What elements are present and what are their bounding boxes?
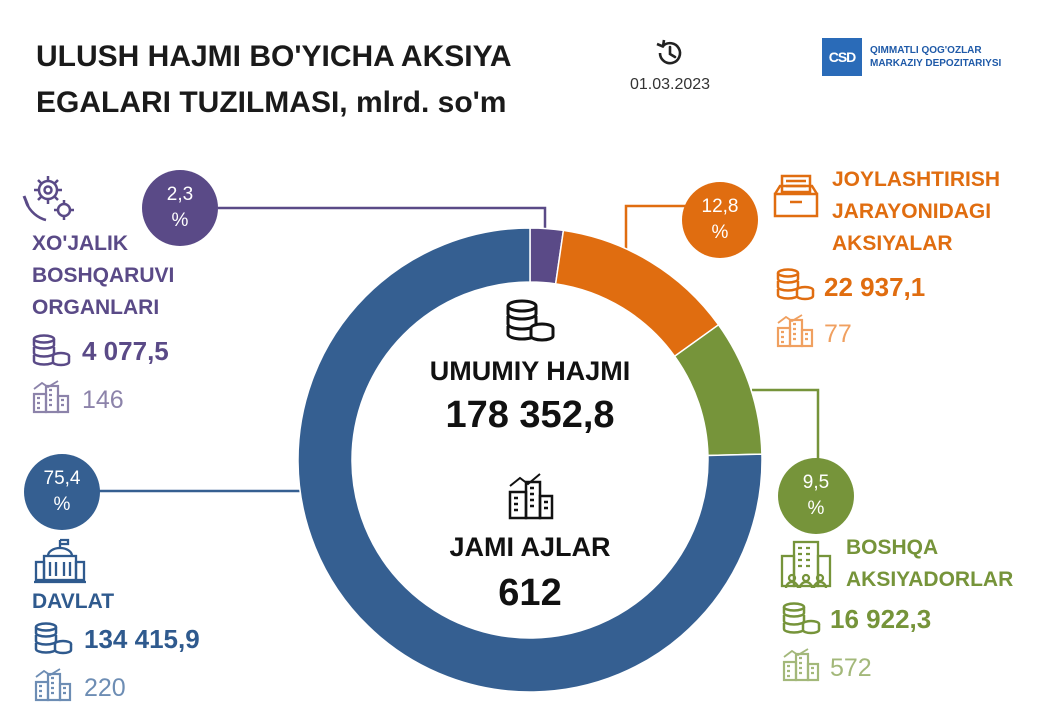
label-joylashtirish-line-3: AKSIYALAR (832, 232, 953, 255)
value-davlat: 134 415,9 (84, 624, 200, 654)
logo-text: QIMMATLI QOG'OZLAR MARKAZIY DEPOZITARIYS… (870, 44, 1001, 70)
pct-badge-boshqa: 9,5 % (778, 458, 854, 534)
title-line-2: EGALARI TUZILMASI, mlrd. so'm (36, 86, 507, 119)
gears-icon (22, 176, 74, 222)
label-boshqa-line-1: BOSHQA (846, 536, 939, 559)
pct-badge-davlat: 75,4 % (24, 454, 100, 530)
center-coins-icon (506, 299, 555, 342)
leader-lines (98, 204, 820, 493)
pct-value-joylashtirish: 12,8 (701, 196, 739, 217)
label-davlat: DAVLAT (32, 586, 114, 618)
center-buildings-icon (508, 473, 554, 520)
value-hojalik: 4 077,5 (82, 336, 169, 366)
total-value: 178 352,8 (445, 394, 615, 436)
government-building-icon (34, 538, 86, 584)
title-line-1: ULUSH HAJMI BO'YICHA AKSIYA (36, 40, 512, 73)
slice-davlat (297, 227, 763, 693)
value-boshqa: 16 922,3 (830, 604, 932, 634)
count-label: JAMI AJLAR (449, 532, 611, 562)
count-hojalik: 146 (82, 386, 124, 414)
pct-sign-boshqa: % (807, 498, 825, 519)
buildings-small-icon (32, 380, 70, 414)
office-building-icon (780, 540, 832, 589)
logo-line-1: QIMMATLI QOG'OZLAR (870, 45, 982, 56)
csd-logo: CSD QIMMATLI QOG'OZLAR MARKAZIY DEPOZITA… (822, 38, 1022, 78)
label-joylashtirish-line-1: JOYLASHTIRISH (832, 168, 1001, 191)
archive-box-icon (773, 174, 819, 218)
label-joylashtirish-line-2: JARAYONIDAGI (832, 200, 992, 223)
coins-icon-blue (34, 622, 73, 655)
coins-icon-green (782, 602, 821, 635)
logo-line-2: MARKAZIY DEPOZITARIYSI (870, 58, 1002, 69)
buildings-small-icon-orange (776, 314, 814, 348)
coins-icon-orange (776, 268, 815, 301)
slice-joylashtirish (554, 229, 720, 358)
page-title: ULUSH HAJMI BO'YICHA AKSIYA EGALARI TUZI… (36, 34, 596, 126)
label-joylashtirish: JOYLASHTIRISH JARAYONIDAGI AKSIYALAR (832, 164, 1000, 260)
pct-sign-hojalik: % (171, 210, 189, 231)
label-hojalik: XO'JALIK BOSHQARUVI ORGANLARI (32, 228, 174, 324)
label-boshqa: BOSHQA AKSIYADORLAR (846, 532, 1013, 596)
total-label: UMUMIY HAJMI (429, 356, 631, 386)
buildings-small-icon-blue (34, 668, 72, 702)
count-boshqa: 572 (830, 654, 872, 682)
report-date: 01.03.2023 (629, 76, 711, 93)
label-hojalik-line-2: BOSHQARUVI (32, 264, 175, 287)
count-davlat: 220 (84, 674, 126, 702)
pct-badge-joylashtirish: 12,8 % (682, 182, 758, 258)
value-joylashtirish: 22 937,1 (824, 272, 926, 302)
coins-icon (32, 334, 71, 367)
pct-badge-hojalik: 2,3 % (142, 170, 218, 246)
logo-mark: CSD (822, 38, 862, 76)
pct-value-hojalik: 2,3 (166, 184, 194, 205)
donut-slices (297, 227, 763, 693)
pct-sign-davlat: % (53, 494, 71, 515)
history-icon (656, 39, 682, 65)
label-boshqa-line-2: AKSIYADORLAR (846, 568, 1014, 591)
count-value: 612 (498, 572, 562, 614)
pct-value-davlat: 75,4 (43, 468, 81, 489)
date-block: 01.03.2023 (610, 36, 730, 94)
count-joylashtirish: 77 (824, 320, 852, 348)
leader-line-joylashtirish (624, 204, 690, 250)
leader-line-hojalik (218, 206, 547, 230)
pct-value-boshqa: 9,5 (802, 472, 830, 493)
label-hojalik-line-1: XO'JALIK (32, 232, 129, 255)
buildings-small-icon-green (782, 648, 820, 682)
label-hojalik-line-3: ORGANLARI (32, 296, 160, 319)
label-davlat-line-1: DAVLAT (32, 590, 115, 613)
leader-line-boshqa (752, 388, 820, 462)
pct-sign-joylashtirish: % (711, 222, 729, 243)
